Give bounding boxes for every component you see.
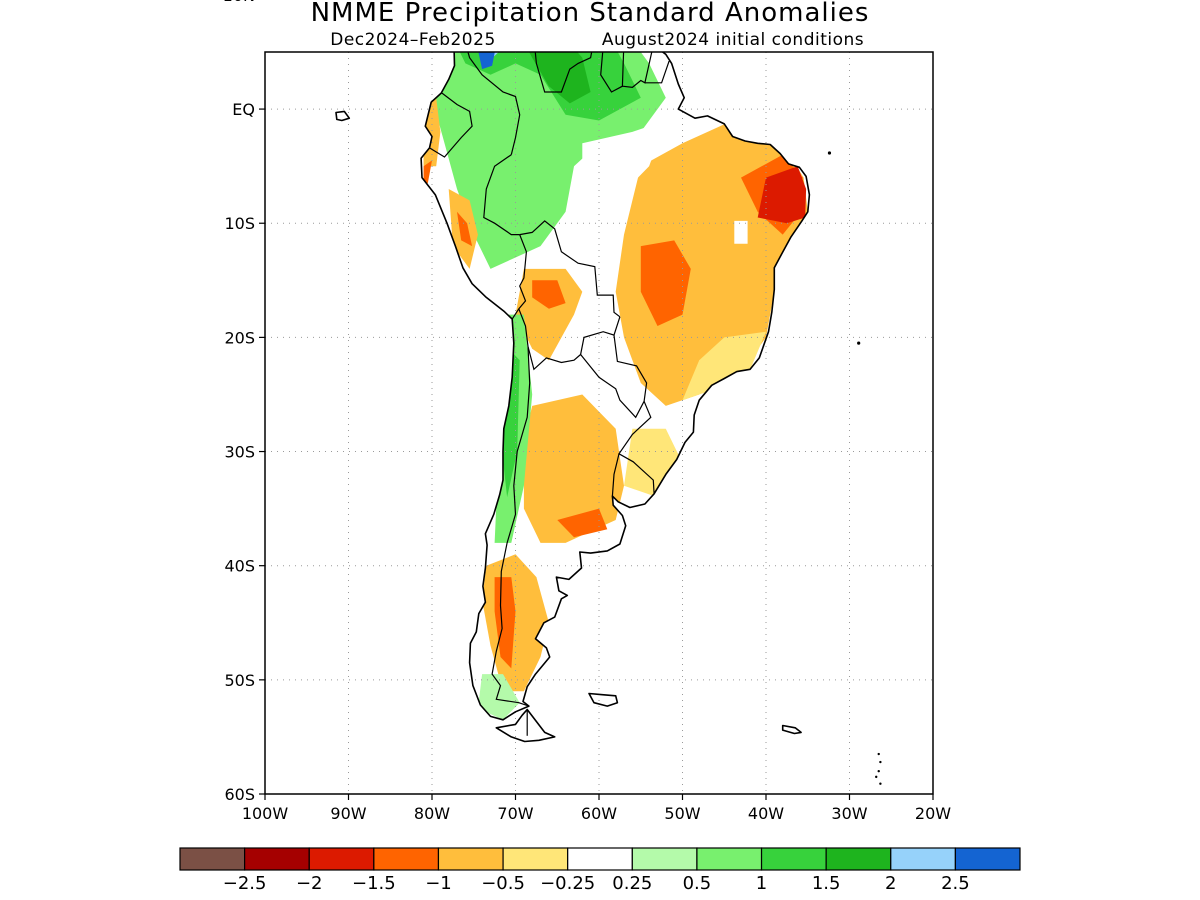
galapagos-islands xyxy=(335,110,351,122)
colorbar-label: −1 xyxy=(425,873,452,894)
anomaly-region xyxy=(432,52,666,269)
lat-tick-label: 10S xyxy=(224,214,255,233)
colorbar-swatch xyxy=(244,847,310,871)
colorbar-label: 0.5 xyxy=(683,873,712,894)
anomaly-region xyxy=(532,280,566,309)
colorbar-swatch xyxy=(179,847,246,871)
small-island xyxy=(857,341,861,345)
small-island xyxy=(877,752,880,756)
colorbar-swatch xyxy=(890,847,956,871)
country-border xyxy=(518,308,621,371)
country-border xyxy=(483,154,520,236)
lat-lon-grid xyxy=(265,52,933,794)
country-border xyxy=(491,346,531,707)
anomaly-region xyxy=(477,52,498,70)
anomaly-region xyxy=(448,52,641,121)
anomaly-region xyxy=(507,52,591,104)
colorbar-label: 0.25 xyxy=(612,873,652,894)
lon-tick-label: 30W xyxy=(831,804,867,823)
anomaly-region xyxy=(494,577,516,669)
small-island xyxy=(879,760,882,764)
longitude-ticks: 100W 90W 80W 70W 60W 50W 40W 30W 20W xyxy=(242,794,951,823)
south-america-coastline xyxy=(420,52,811,721)
anomaly-region xyxy=(757,166,807,224)
latitude-ticks: 10N EQ 10S 20S 30S 40S 50S 60S xyxy=(223,0,265,804)
small-island xyxy=(877,769,880,773)
country-border xyxy=(534,52,593,93)
country-border xyxy=(519,220,621,318)
colorbar-label: 1.5 xyxy=(812,873,841,894)
small-island xyxy=(879,782,882,785)
figure-title: NMME Precipitation Standard Anomalies xyxy=(311,0,870,28)
anomaly-region xyxy=(734,220,748,244)
colorbar-swatch xyxy=(308,847,375,871)
country-border xyxy=(580,335,648,419)
lon-tick-label: 100W xyxy=(242,804,289,823)
anomaly-region xyxy=(640,240,691,326)
falkland-islands xyxy=(588,692,619,707)
lon-tick-label: 80W xyxy=(414,804,450,823)
small-island xyxy=(875,775,878,779)
lon-tick-label: 40W xyxy=(748,804,784,823)
country-border xyxy=(611,453,620,497)
lat-tick-label: 10N xyxy=(223,0,255,5)
period-subtitle: Dec2024–Feb2025 xyxy=(330,30,496,50)
anomaly-fields-on-land xyxy=(335,52,810,742)
lat-tick-label: 30S xyxy=(224,443,255,462)
lon-tick-label: 50W xyxy=(664,804,700,823)
lat-tick-label: EQ xyxy=(232,100,255,119)
lat-tick-label: 50S xyxy=(224,671,255,690)
colorbar-label: −0.25 xyxy=(540,873,595,894)
country-border xyxy=(429,92,473,158)
anomaly-region xyxy=(523,394,624,543)
anomaly-region xyxy=(557,508,608,538)
colorbar-swatch xyxy=(760,847,827,871)
anomaly-field-layer xyxy=(335,52,810,742)
colorbar-swatch xyxy=(631,847,698,871)
colorbar-label: 1 xyxy=(756,873,767,894)
colorbar-swatch xyxy=(502,847,569,871)
lon-tick-label: 20W xyxy=(915,804,951,823)
coastline-layer xyxy=(335,52,882,785)
country-border xyxy=(622,52,653,89)
colorbar-swatch xyxy=(437,847,504,871)
lon-tick-label: 60W xyxy=(581,804,617,823)
colorbar-swatch xyxy=(954,847,1021,871)
map-area xyxy=(265,52,933,794)
colorbar-legend: −2.5 −2 −1.5 −1 −0.5 −0.25 0.25 0.5 1 1.5 2 2.5 xyxy=(179,847,1021,894)
colorbar-swatch xyxy=(696,847,763,871)
lat-tick-label: 40S xyxy=(224,557,255,576)
colorbar-swatch xyxy=(825,847,892,871)
south-georgia-island xyxy=(781,724,802,735)
colorbar-label: 2 xyxy=(885,873,896,894)
tierra-del-fuego-coastline xyxy=(495,708,556,743)
colorbar-label: −1.5 xyxy=(352,873,396,894)
lat-tick-label: 20S xyxy=(224,328,255,347)
small-island xyxy=(827,151,832,155)
lon-tick-label: 70W xyxy=(497,804,533,823)
colorbar-label: 2.5 xyxy=(941,873,970,894)
anomaly-region xyxy=(423,160,432,184)
anomaly-region xyxy=(682,331,766,401)
colorbar-label: −2.5 xyxy=(223,873,267,894)
anomaly-region xyxy=(457,211,473,247)
lon-tick-label: 90W xyxy=(330,804,366,823)
country-border xyxy=(467,52,521,155)
country-border xyxy=(600,52,625,93)
colorbar-label: −0.5 xyxy=(481,873,525,894)
anomaly-region xyxy=(582,120,666,201)
init-subtitle: August2024 initial conditions xyxy=(602,30,864,50)
lat-tick-label: 60S xyxy=(224,785,255,804)
colorbar-swatch xyxy=(373,847,440,871)
anomaly-region xyxy=(477,674,520,720)
colorbar-label: −2 xyxy=(296,873,323,894)
colorbar-swatch xyxy=(567,847,633,871)
country-border xyxy=(644,60,670,84)
